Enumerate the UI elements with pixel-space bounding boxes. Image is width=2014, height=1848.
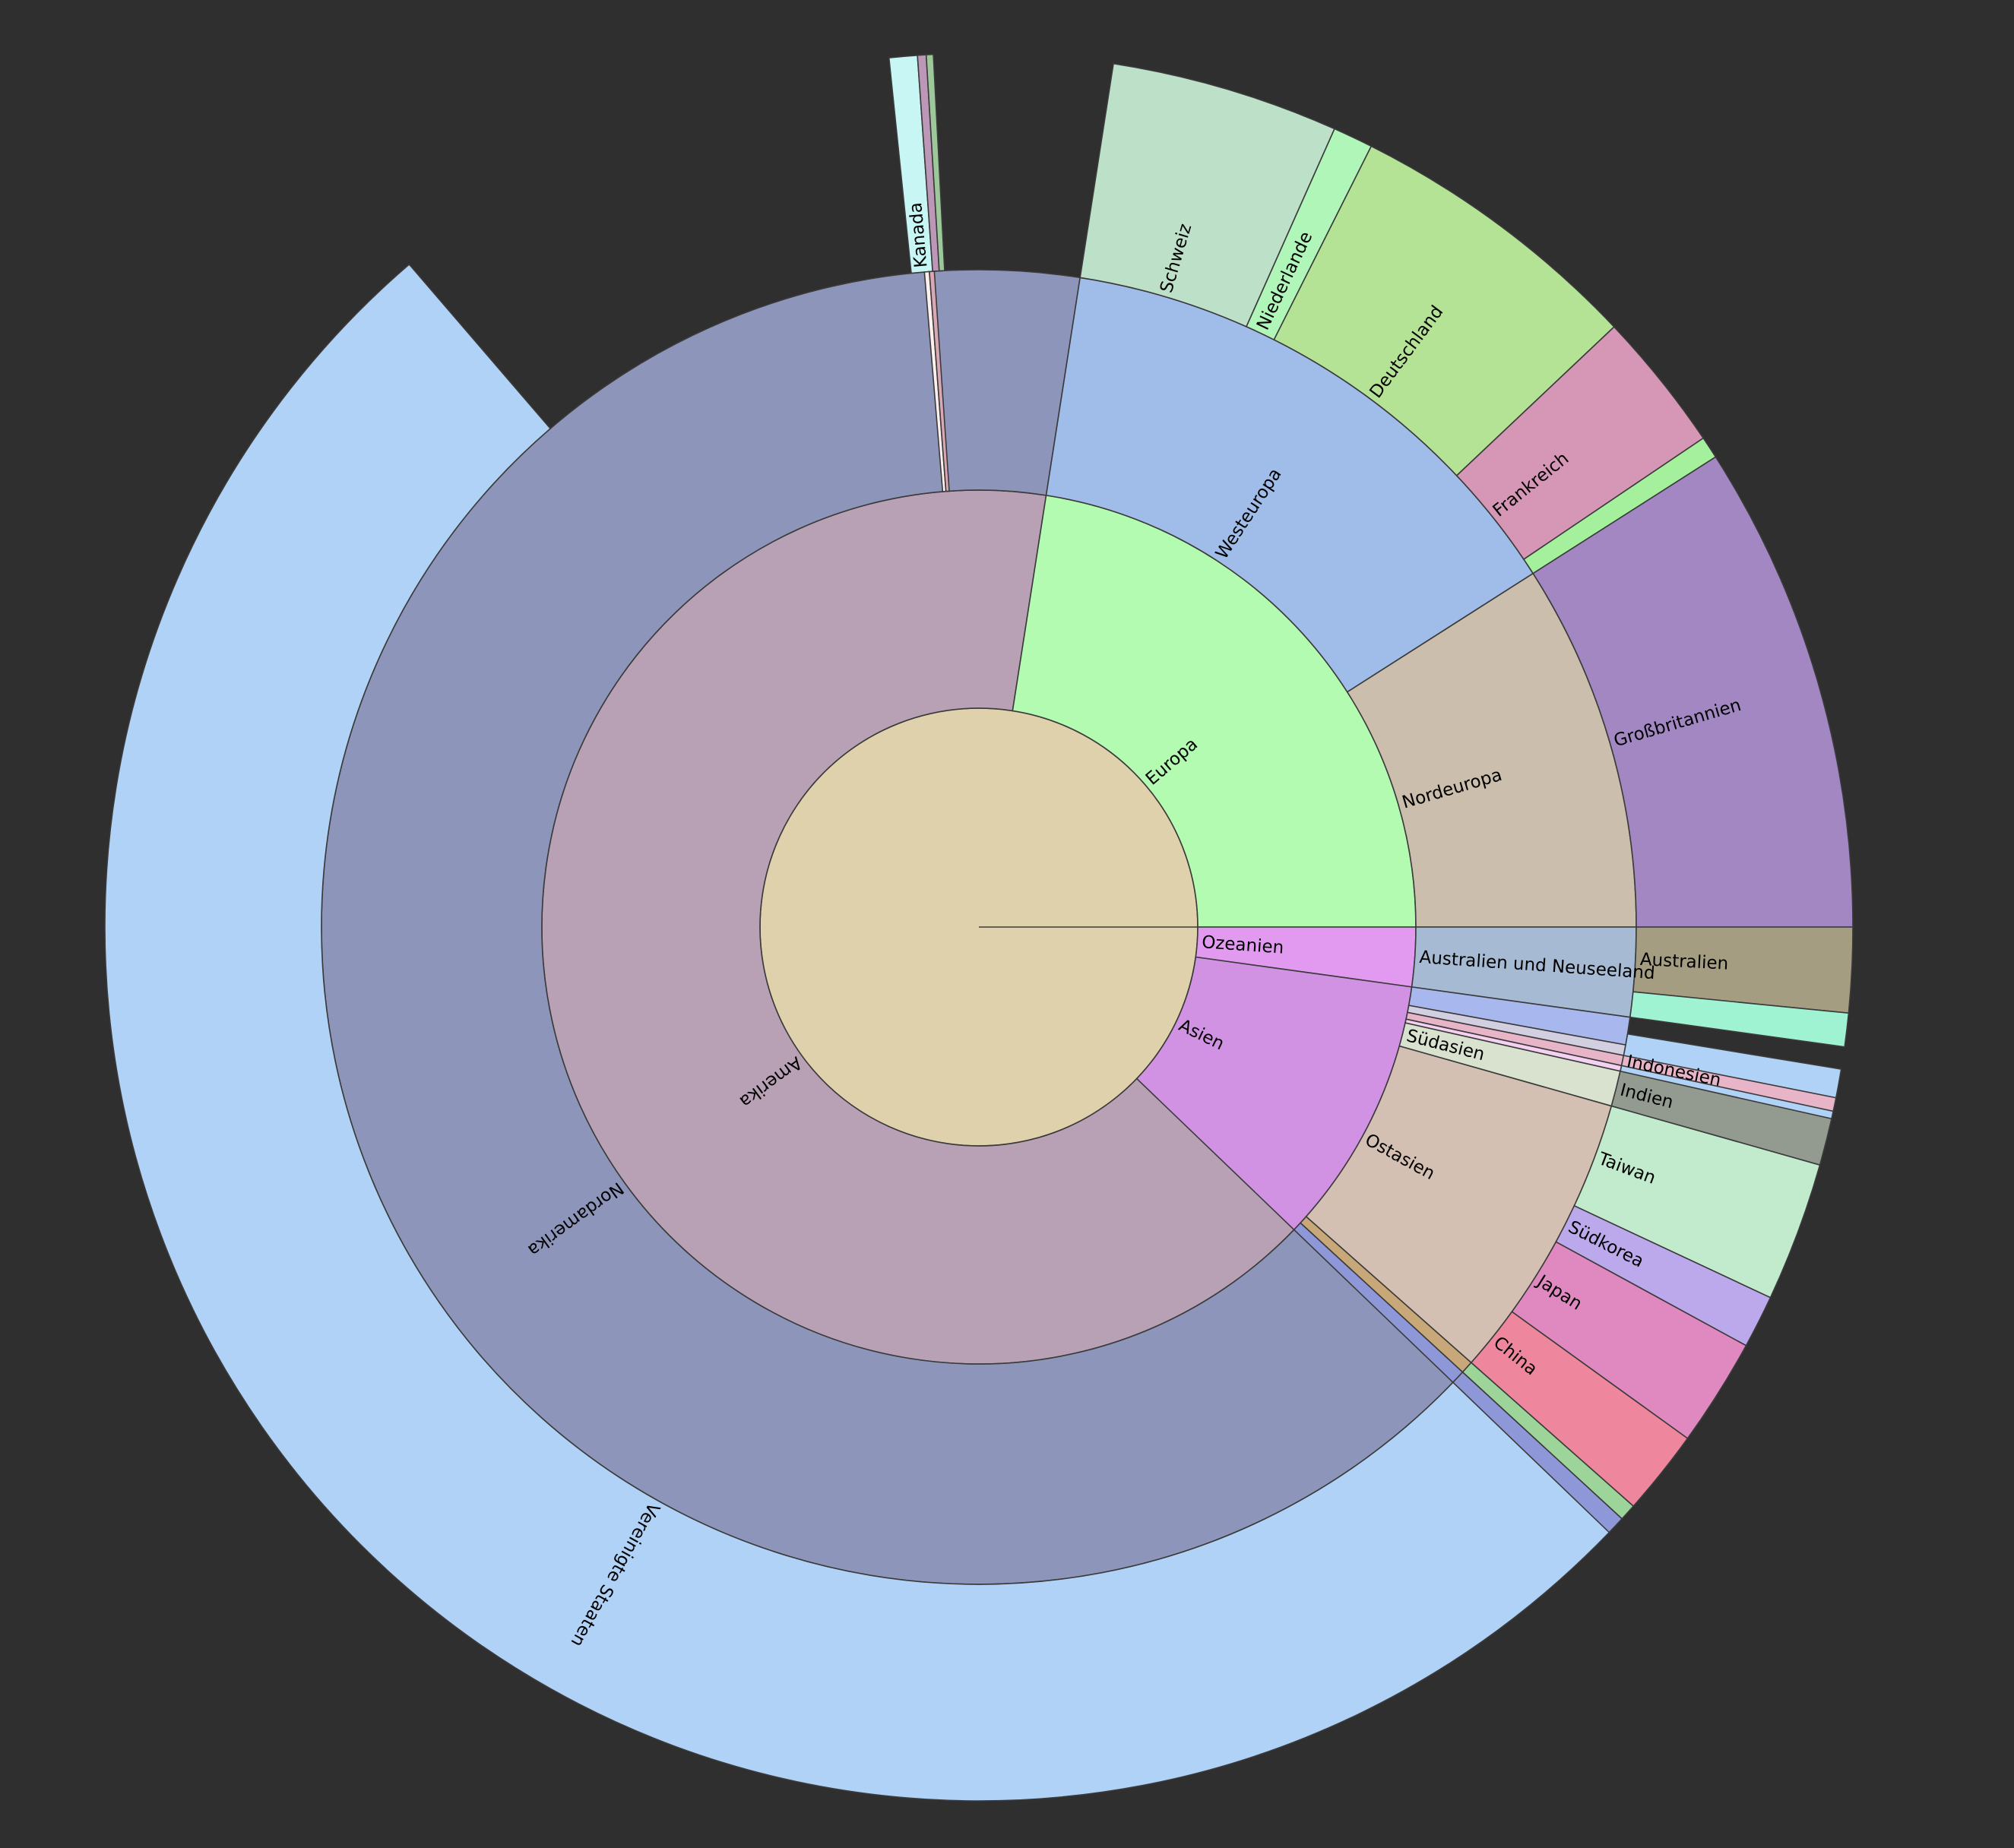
- segment-as-7a[interactable]: [1461, 1362, 1635, 1520]
- segment-japan[interactable]: [1511, 1241, 1747, 1440]
- segment-gb[interactable]: [1532, 456, 1854, 928]
- segment-niederlande[interactable]: [1245, 128, 1373, 341]
- segment-as-1[interactable]: [1408, 986, 1631, 1046]
- segment-we-5[interactable]: [1522, 437, 1717, 574]
- segment-anz-2[interactable]: [1629, 991, 1850, 1048]
- segment-deutschland[interactable]: [1273, 145, 1615, 477]
- segment-indonesien[interactable]: [1620, 1055, 1837, 1112]
- segment-taiwan[interactable]: [1573, 1105, 1821, 1299]
- segment-australien[interactable]: [1632, 926, 1854, 1014]
- segment-indien[interactable]: [1610, 1070, 1832, 1166]
- label-australien: Australien: [1639, 950, 1729, 974]
- segment-schweiz[interactable]: [1079, 62, 1336, 328]
- segment-suedkorea[interactable]: [1555, 1204, 1772, 1346]
- segment-frankreich[interactable]: [1455, 326, 1705, 561]
- segment-as-8a[interactable]: [1452, 1371, 1623, 1533]
- segment-am-3[interactable]: [928, 271, 950, 492]
- segment-na-4[interactable]: [925, 53, 945, 272]
- segment-china[interactable]: [1470, 1311, 1689, 1508]
